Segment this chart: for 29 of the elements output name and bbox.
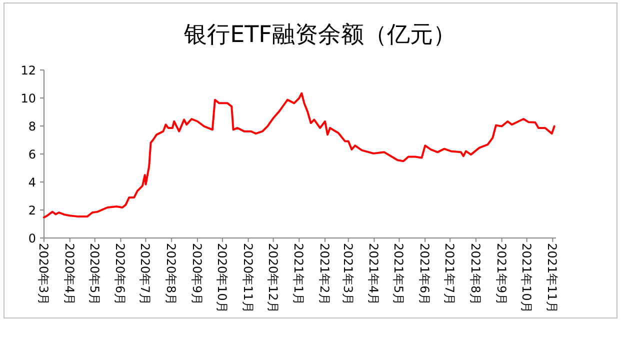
x-tick-label: 2021年3月 — [340, 243, 355, 306]
x-tick-label: 2021年5月 — [392, 243, 406, 306]
x-tick-label: 2021年6月 — [418, 243, 432, 306]
x-tick-label: 2021年10月 — [519, 243, 534, 313]
x-tick-label: 2020年8月 — [164, 243, 178, 306]
x-tick-label: 2020年6月 — [113, 243, 128, 306]
chart-title: 银行ETF融资余额（亿元） — [183, 22, 456, 48]
x-tick-label: 2021年9月 — [494, 243, 508, 306]
x-tick-label: 2020年12月 — [266, 243, 280, 313]
y-tick-label: 4 — [28, 176, 36, 190]
y-tick-label: 8 — [28, 120, 36, 134]
x-tick-label: 2020年10月 — [214, 243, 229, 313]
y-tick-label: 6 — [28, 148, 36, 162]
y-tick-label: 12 — [20, 64, 36, 78]
y-tick-label: 2 — [28, 204, 36, 218]
x-tick-label: 2021年4月 — [366, 243, 381, 306]
x-tick-label: 2020年4月 — [62, 243, 76, 306]
x-tick-label: 2020年5月 — [87, 243, 102, 306]
x-tick-label: 2020年3月 — [36, 243, 50, 306]
x-tick-label: 2021年1月 — [292, 243, 306, 306]
x-tick-label: 2020年7月 — [138, 243, 152, 306]
x-tick-label: 2020年9月 — [190, 243, 204, 306]
x-tick-label: 2021年11月 — [545, 243, 560, 313]
y-tick-label: 10 — [20, 92, 36, 106]
x-tick-label: 2020年11月 — [240, 243, 255, 313]
x-tick-label: 2021年2月 — [318, 243, 332, 306]
x-tick-label: 2021年7月 — [442, 243, 457, 306]
y-tick-label: 0 — [28, 232, 36, 246]
x-tick-label: 2021年8月 — [468, 243, 482, 306]
